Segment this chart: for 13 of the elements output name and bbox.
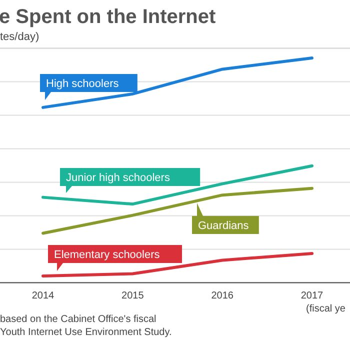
series-label: Guardians bbox=[198, 220, 250, 232]
y-axis-title: tes/day) bbox=[0, 31, 40, 43]
x-tick-label: 2014 bbox=[32, 290, 55, 302]
x-tick-label: 2015 bbox=[122, 290, 144, 302]
text: based on the Cabinet Office's fiscal bbox=[0, 314, 156, 325]
series-label: Elementary schoolers bbox=[54, 249, 160, 261]
x-tick-label: 2016 bbox=[211, 290, 234, 302]
text: Youth Internet Use Environment Study. bbox=[0, 327, 172, 338]
x-axis-title: (fiscal ye bbox=[306, 304, 346, 315]
chart-title: e Spent on the Internet bbox=[0, 6, 216, 28]
series-label: Junior high schoolers bbox=[66, 172, 170, 184]
x-tick-label: 2017 bbox=[300, 290, 324, 302]
series-label: High schoolers bbox=[46, 78, 120, 90]
